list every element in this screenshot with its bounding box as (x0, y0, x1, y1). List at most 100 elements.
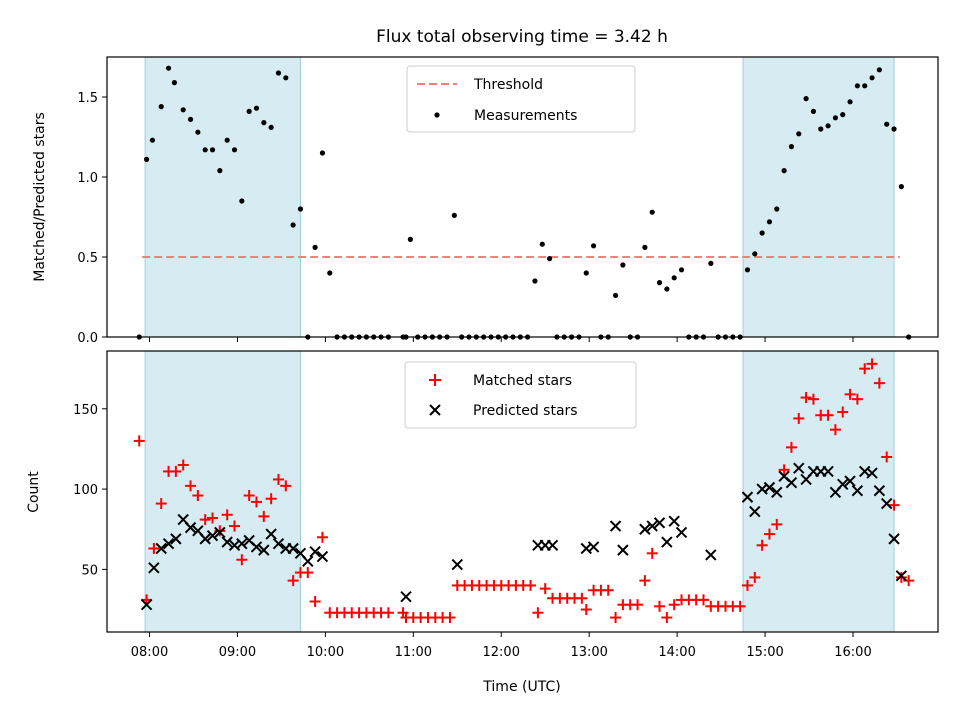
measurement-point (158, 104, 164, 110)
matched-star-marker (532, 607, 544, 619)
measurement-point (149, 137, 156, 143)
measurement-point (678, 267, 685, 273)
matched-star-marker (133, 435, 145, 447)
top-y-tick-label: 1.5 (77, 91, 98, 106)
matched-star-marker (192, 490, 204, 502)
predicted-star-marker (653, 517, 666, 529)
measurement-point (752, 251, 758, 257)
predicted-star-marker (639, 523, 651, 535)
matched-star-marker (265, 493, 277, 505)
predicted-star-marker (302, 555, 314, 568)
matched-star-marker (250, 496, 262, 508)
matched-star-marker (668, 599, 680, 611)
x-tick-label: 10:00 (307, 645, 344, 660)
bottom-y-tick-label: 150 (73, 403, 98, 418)
measurement-point (708, 260, 714, 266)
measurement-point (825, 123, 831, 129)
bottom-y-axis-label: Count (26, 471, 42, 513)
shaded-band (742, 350, 895, 633)
matched-star-marker (822, 409, 834, 421)
matched-star-marker (851, 393, 863, 405)
bottom-x-axis: 08:00 09:00 10:00 11:00 12:00 13:00 14:00 15:00… (131, 632, 872, 660)
matched-star-marker (148, 543, 160, 555)
predicted-star-marker (451, 558, 463, 571)
predicted-star-marker (895, 570, 908, 582)
top-y-axis-label: Matched/Predicted stars (32, 112, 48, 282)
measurement-point (796, 131, 802, 137)
measurement-point (283, 75, 289, 81)
measurement-point (180, 107, 186, 113)
predicted-star-marker (287, 542, 299, 555)
predicted-stars-points (140, 462, 908, 611)
matched-star-marker (170, 465, 182, 477)
matched-star-marker (309, 595, 321, 607)
matched-star-marker (749, 571, 761, 583)
x-tick-label: 11:00 (395, 645, 432, 660)
bottom-plot-frame (106, 350, 939, 633)
top-y-tick-label: 0.5 (77, 251, 98, 266)
matched-star-marker (444, 612, 456, 624)
predicted-star-marker (587, 541, 600, 553)
measurement-point (781, 168, 787, 174)
predicted-star-marker (880, 497, 893, 510)
x-tick-label: 09:00 (219, 645, 256, 660)
x-tick-label: 16:00 (834, 645, 871, 660)
legend-matched-swatch (429, 374, 441, 386)
predicted-star-marker (822, 465, 834, 478)
matched-star-marker (837, 406, 849, 418)
matched-star-marker (236, 554, 248, 566)
measurement-point (268, 124, 274, 130)
matched-star-marker (229, 520, 241, 532)
matched-star-marker (844, 388, 856, 400)
measurement-point (891, 126, 897, 132)
measurement-point (231, 147, 238, 153)
matched-star-marker (859, 363, 871, 375)
matched-star-marker (756, 539, 768, 551)
measurement-point (261, 120, 267, 126)
matched-star-marker (185, 480, 197, 492)
measurement-point (539, 241, 545, 247)
measurement-point (187, 116, 194, 122)
x-tick-label: 14:00 (658, 645, 695, 660)
x-tick-label: 12:00 (483, 645, 520, 660)
legend-predicted-label: Predicted stars (473, 403, 578, 419)
matched-star-marker (272, 473, 284, 485)
bottom-y-axis: 50 100 150 (73, 403, 107, 578)
x-tick-label: 13:00 (570, 645, 607, 660)
top-legend: Threshold Measurements (406, 65, 636, 133)
predicted-star-marker (705, 549, 717, 561)
measurement-point (759, 230, 765, 236)
matched-star-marker (258, 510, 270, 522)
matched-star-marker (771, 518, 783, 530)
measurement-point (766, 219, 773, 225)
measurement-point (246, 108, 252, 114)
predicted-star-marker (851, 484, 864, 497)
legend-matched-label: Matched stars (473, 373, 572, 389)
measurement-point (583, 270, 589, 276)
predicted-star-marker (741, 491, 754, 503)
chart-title: Flux total observing time = 3.42 h (376, 27, 668, 47)
measurement-point (898, 184, 904, 190)
matched-star-marker (316, 531, 328, 543)
matched-star-marker (661, 612, 673, 624)
matched-star-marker (302, 567, 314, 579)
matched-star-marker (800, 392, 812, 404)
predicted-star-marker (309, 546, 321, 558)
bottom-y-tick-label: 100 (73, 483, 98, 498)
predicted-star-marker (400, 590, 412, 603)
predicted-star-marker (316, 550, 329, 563)
measurement-point (884, 121, 890, 127)
bottom-shaded-bands (144, 350, 895, 633)
matched-star-marker (243, 490, 255, 502)
measurement-point (407, 236, 413, 242)
matched-star-marker (778, 464, 790, 476)
measurement-point (847, 99, 853, 105)
bottom-panel: 50 100 150 08:00 09:00 10:00 11:00 12:00 13:00 1… (26, 350, 939, 695)
measurement-point (297, 206, 304, 212)
matched-star-marker (602, 584, 614, 596)
matched-star-marker (221, 509, 233, 521)
measurement-point (451, 212, 457, 218)
predicted-star-marker (155, 542, 167, 555)
predicted-star-marker (250, 541, 263, 553)
